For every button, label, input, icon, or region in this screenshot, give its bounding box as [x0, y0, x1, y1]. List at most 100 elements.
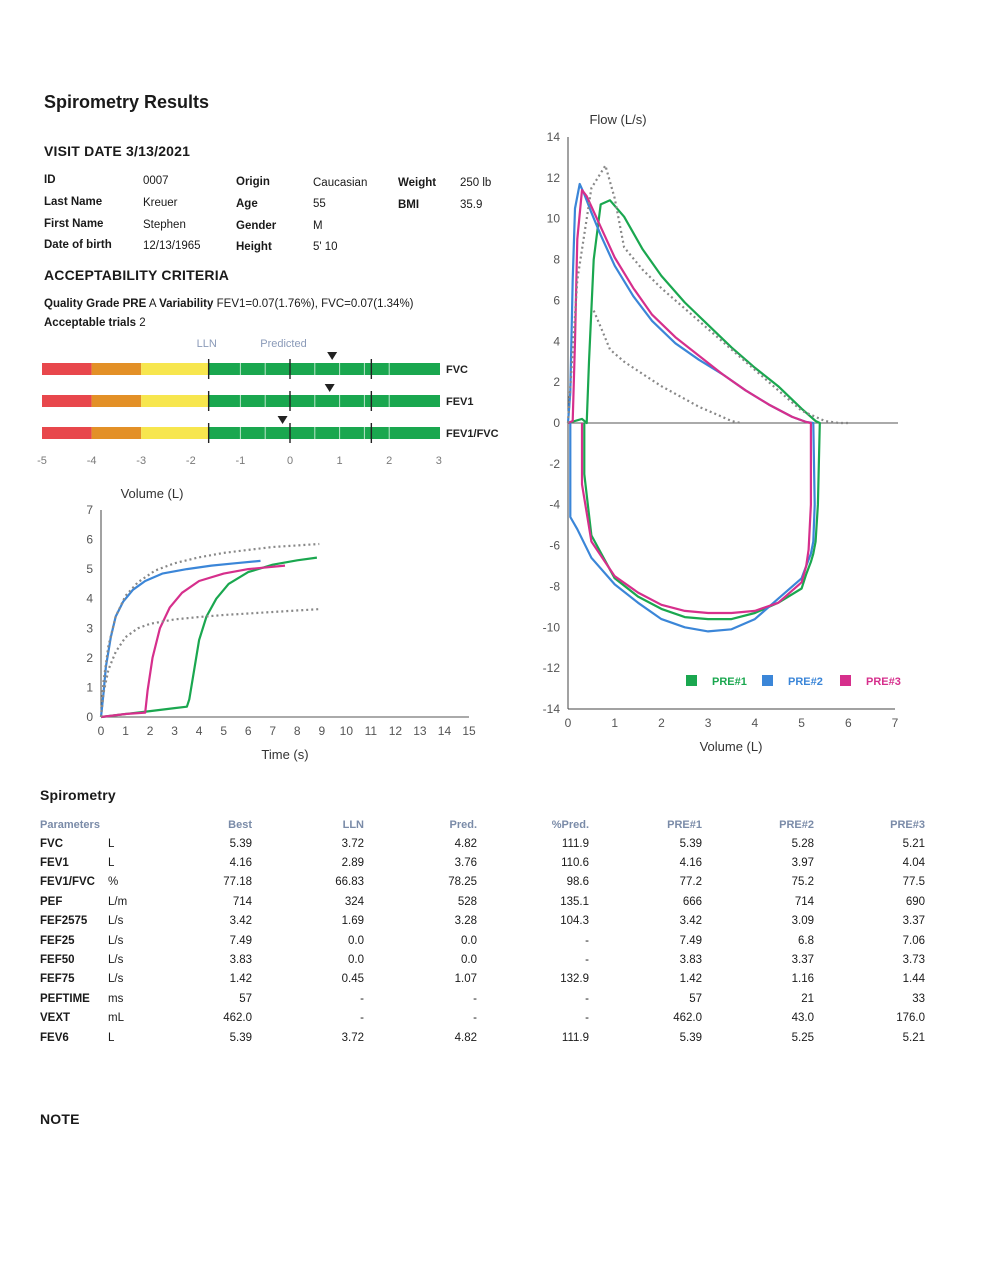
param-unit: L: [108, 857, 115, 870]
table-cell: 1.16: [791, 973, 814, 986]
zone-red: [42, 427, 92, 439]
col-pred: Pred.: [449, 818, 477, 831]
zscale-tick: -4: [87, 455, 97, 467]
table-cell: -: [360, 1012, 364, 1025]
table-row: PEF L/m 714 324 528 135.1 666 714 690: [40, 892, 925, 911]
series-line-pre-3: [100, 564, 286, 719]
zscale-tick: 1: [337, 455, 343, 467]
x-tick-label: 2: [147, 724, 154, 738]
table-cell: 5.21: [902, 837, 925, 850]
legend-label: PRE#1: [712, 676, 747, 688]
table-cell: 666: [682, 895, 702, 908]
table-cell: 6.8: [798, 934, 814, 947]
origin-value: Caucasian: [313, 177, 368, 189]
quality-grade-value: A: [148, 298, 156, 310]
table-cell: 0.0: [348, 934, 364, 947]
param-unit: %: [108, 876, 119, 889]
x-tick-label: 15: [462, 724, 476, 738]
spirometry-heading: Spirometry: [40, 787, 116, 803]
table-cell: 7.06: [902, 934, 925, 947]
x-tick-label: 3: [171, 724, 178, 738]
predicted-label: Predicted: [260, 338, 306, 350]
param-name: FEF75: [40, 973, 75, 986]
spirometry-table: Parameters Best LLN Pred. %Pred. PRE#1 P…: [40, 815, 925, 1047]
param-unit: L/s: [108, 954, 124, 967]
col-pre2: PRE#2: [779, 818, 814, 831]
table-cell: 1.07: [454, 973, 477, 986]
table-cell: 3.73: [902, 954, 925, 967]
visit-date: VISIT DATE 3/13/2021: [44, 143, 191, 159]
param-name: FEV6: [40, 1031, 69, 1044]
param-name: PEF: [40, 895, 63, 908]
table-row: FVC L 5.39 3.72 4.82 111.9 5.39 5.28 5.21: [40, 834, 925, 853]
quality-grade-label: Quality Grade PRE: [44, 298, 147, 310]
col-pct-pred: %Pred.: [551, 818, 589, 831]
table-cell: -: [585, 934, 589, 947]
series-line-pre-1: [567, 199, 821, 621]
page-title: Spirometry Results: [44, 92, 210, 112]
table-cell: 3.72: [341, 1031, 364, 1044]
table-cell: -: [585, 1012, 589, 1025]
legend-label: PRE#3: [866, 676, 901, 688]
y-tick-label: -10: [543, 620, 561, 634]
table-cell: 104.3: [560, 915, 589, 928]
x-tick-label: 13: [413, 724, 427, 738]
table-cell: 43.0: [791, 1012, 814, 1025]
table-cell: 3.37: [791, 954, 814, 967]
y-tick-label: -14: [543, 702, 561, 716]
zscale-tick: -1: [236, 455, 246, 467]
table-cell: 5.39: [229, 837, 252, 850]
table-cell: 77.2: [679, 876, 702, 889]
zone-yellow: [141, 395, 209, 407]
table-cell: 690: [905, 895, 925, 908]
zone-yellow: [141, 363, 209, 375]
table-cell: -: [473, 1012, 477, 1025]
zscore-marker: [277, 416, 288, 424]
table-cell: 3.09: [791, 915, 814, 928]
y-tick-label: 12: [547, 171, 561, 185]
table-cell: 5.25: [791, 1031, 814, 1044]
table-cell: 75.2: [791, 876, 814, 889]
table-cell: -: [585, 954, 589, 967]
table-cell: 462.0: [673, 1012, 702, 1025]
zone-orange: [91, 427, 142, 439]
note-heading: NOTE: [40, 1111, 80, 1127]
y-tick-label: 2: [553, 375, 560, 389]
dob-label: Date of birth: [44, 239, 112, 251]
table-cell: 57: [689, 992, 702, 1005]
col-pre1: PRE#1: [667, 818, 702, 831]
table-cell: 135.1: [560, 895, 589, 908]
table-cell: 0.0: [461, 934, 477, 947]
x-tick-label: 4: [196, 724, 203, 738]
table-cell: 5.28: [791, 837, 814, 850]
table-cell: 5.39: [679, 1031, 702, 1044]
table-cell: 4.82: [454, 837, 477, 850]
table-cell: 3.28: [454, 915, 477, 928]
param-unit: L/s: [108, 973, 124, 986]
x-tick-label: 1: [611, 716, 618, 730]
x-axis-label: Time (s): [261, 747, 308, 762]
y-tick-label: -4: [549, 498, 560, 512]
param-name: FEV1/FVC: [40, 876, 95, 889]
series-line-predicted: [566, 164, 849, 425]
y-tick-label: -2: [549, 457, 560, 471]
x-tick-label: 7: [269, 724, 276, 738]
zone-green: [208, 427, 440, 439]
zone-yellow: [141, 427, 209, 439]
table-row: FEF25 L/s 7.49 0.0 0.0 - 7.49 6.8 7.06: [40, 931, 925, 950]
zone-green: [208, 363, 440, 375]
table-row: PEFTIME ms 57 - - - 57 21 33: [40, 989, 925, 1008]
param-name: FEV1: [40, 857, 69, 870]
param-unit: L: [108, 1031, 115, 1044]
zscale-tick: 0: [287, 455, 293, 467]
table-cell: 66.83: [335, 876, 364, 889]
table-row: VEXT mL 462.0 - - - 462.0 43.0 176.0: [40, 1009, 925, 1028]
x-tick-label: 5: [798, 716, 805, 730]
acceptable-trials-label: Acceptable trials: [44, 317, 137, 329]
y-tick-label: 8: [553, 253, 560, 267]
series-line-predicted-upper: [99, 542, 320, 718]
origin-label: Origin: [236, 176, 270, 188]
x-tick-label: 0: [565, 716, 572, 730]
col-best: Best: [228, 818, 252, 831]
table-cell: 132.9: [560, 973, 589, 986]
